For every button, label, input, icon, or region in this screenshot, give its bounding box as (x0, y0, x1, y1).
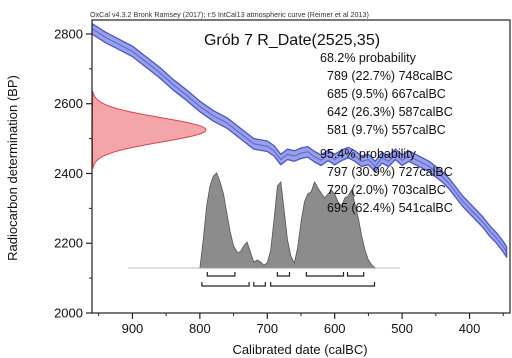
p68-heading: 68.2% probability (320, 51, 417, 65)
hpd-95-bracket (201, 282, 250, 287)
x-tick-label: 400 (459, 321, 481, 336)
calibrated-distribution (199, 172, 377, 269)
p95-range: 695 (62.4%) 541calBC (327, 201, 453, 215)
y-axis-label: Radiocarbon determination (BP) (5, 75, 20, 261)
p68-range: 789 (22.7%) 748calBC (327, 69, 453, 83)
y-tick-label: 2000 (54, 306, 83, 321)
chart-header: OxCal v4.3.2 Bronk Ramsey (2017); r:5 In… (90, 10, 369, 19)
y-tick-label: 2400 (54, 166, 83, 181)
radiocarbon-distribution (92, 90, 207, 169)
x-axis-label: Calibrated date (calBC) (232, 342, 367, 357)
p68-range: 642 (26.3%) 587calBC (327, 105, 453, 119)
chart-title: Grób 7 R_Date(2525,35) (204, 32, 380, 49)
plot-area (92, 22, 508, 287)
x-tick-label: 500 (391, 321, 413, 336)
hpd-68-bracket (276, 272, 291, 277)
axes: 900 800 700 600 500 400 2000 2200 2400 2600 2800 (54, 26, 504, 336)
x-tick-label: 900 (122, 321, 144, 336)
hpd-68-bracket (206, 272, 236, 277)
p95-range: 720 (2.0%) 703calBC (327, 183, 446, 197)
hpd-95-bracket (253, 282, 266, 287)
calibration-curve-line (92, 28, 508, 253)
hpd-68-bracket (346, 272, 365, 277)
probability-legend: 68.2% probability 789 (22.7%) 748calBC 6… (320, 51, 453, 215)
calibration-curve-band (92, 22, 508, 258)
plot-content (92, 22, 508, 269)
p95-range: 797 (30.9%) 727calBC (327, 165, 453, 179)
y-tick-label: 2200 (54, 236, 83, 251)
p68-range: 581 (9.7%) 557calBC (327, 123, 446, 137)
x-tick-label: 700 (256, 321, 278, 336)
y-tick-label: 2800 (54, 26, 83, 41)
p68-range: 685 (9.5%) 667calBC (327, 87, 446, 101)
x-tick-label: 600 (324, 321, 346, 336)
hpd-68-bracket (305, 272, 345, 277)
x-tick-label: 800 (189, 321, 211, 336)
y-tick-label: 2600 (54, 96, 83, 111)
hpd-95-bracket (270, 282, 376, 287)
p95-heading: 95.4% probability (320, 147, 417, 161)
